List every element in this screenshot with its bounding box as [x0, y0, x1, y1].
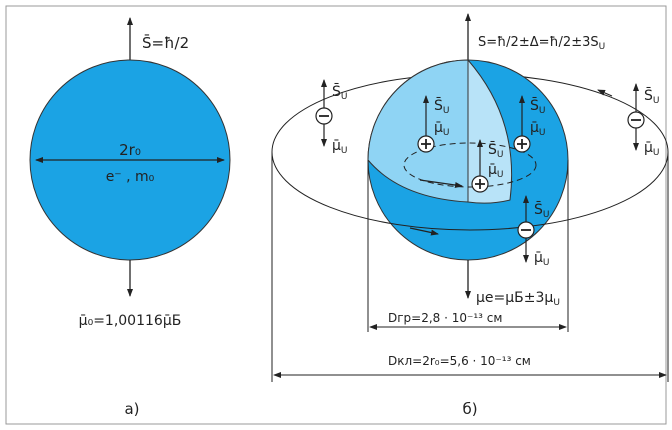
- inner-rotation-arrow: [419, 179, 463, 188]
- caption-a: а): [124, 400, 139, 418]
- quark-plus-center: S̄U μ̄U: [471, 139, 504, 193]
- sphere-cutaway-right: [467, 58, 513, 204]
- spin-formula: S=ħ/2±Δ=ħ/2±3SU: [478, 35, 605, 52]
- orbit-arrow: [597, 89, 613, 97]
- orbit-front: [271, 151, 669, 231]
- moment-formula: μe=μБ±3μU: [476, 290, 560, 308]
- svg-text:S̄U: S̄U: [488, 140, 503, 160]
- svg-text:μ̄U: μ̄U: [488, 162, 504, 180]
- quark-minus-lower: S̄U μ̄U: [517, 195, 550, 268]
- panel-b: S=ħ/2±Δ=ħ/2±3SU S̄U μ̄U: [271, 13, 669, 418]
- dkl-label: Dкл=2r₀=5,6 · 10⁻¹³ см: [388, 354, 531, 368]
- svg-text:μ̄U: μ̄U: [434, 120, 450, 138]
- svg-text:μ̄U: μ̄U: [332, 138, 348, 156]
- svg-text:μ̄U: μ̄U: [534, 250, 550, 268]
- figure-frame: [5, 5, 667, 425]
- dgr-label: Dгр=2,8 · 10⁻¹³ см: [388, 311, 502, 325]
- quark-minus-left: S̄U μ̄U: [315, 79, 348, 156]
- charge-mass-label: e⁻ , m₀: [106, 169, 155, 185]
- svg-text:μ̄U: μ̄U: [530, 120, 546, 138]
- moment-label: μ̄₀=1,00116μ̄Б: [79, 313, 182, 329]
- svg-text:μ̄U: μ̄U: [644, 140, 660, 158]
- diameter-label: 2r₀: [119, 141, 141, 159]
- surface-rotation-arrow: [409, 227, 439, 236]
- panel-a: S̄=ħ/2 2r₀ e⁻ , m₀ μ̄₀=1,00116μ̄Б а): [29, 17, 231, 418]
- caption-b: б): [462, 400, 477, 418]
- sphere-cutaway: [367, 59, 469, 203]
- svg-text:S̄U: S̄U: [534, 200, 549, 220]
- quark-plus-upper-left: S̄U μ̄U: [417, 95, 450, 153]
- spin-label: S̄=ħ/2: [142, 33, 189, 52]
- inner-dashed-orbit: [403, 142, 537, 188]
- svg-text:S̄U: S̄U: [644, 86, 659, 106]
- quark-plus-right: S̄U μ̄U: [513, 95, 546, 153]
- quark-minus-right: S̄U μ̄U: [627, 83, 660, 158]
- svg-text:S̄U: S̄U: [332, 82, 347, 102]
- svg-text:S̄U: S̄U: [434, 96, 449, 116]
- svg-text:S̄U: S̄U: [530, 96, 545, 116]
